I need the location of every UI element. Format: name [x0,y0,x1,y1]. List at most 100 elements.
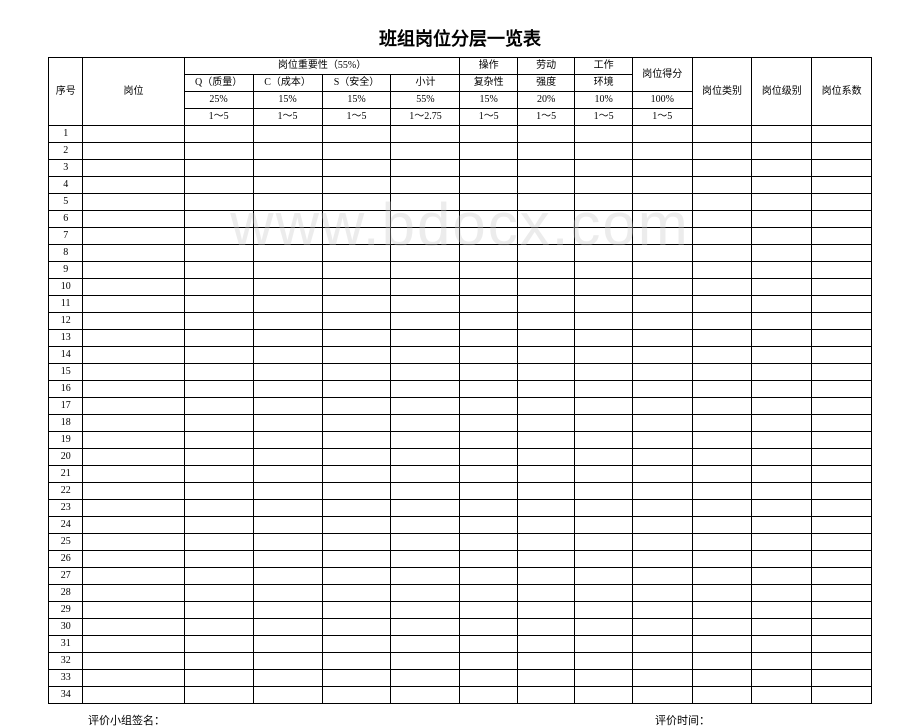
row-seq: 6 [49,211,83,228]
cell [752,211,812,228]
cell [83,330,184,347]
cell [692,347,752,364]
cell [253,126,322,143]
cell [322,381,391,398]
cell [752,313,812,330]
cell [692,228,752,245]
cell [83,619,184,636]
table-row: 30 [49,619,872,636]
cell [391,568,460,585]
cell [632,653,692,670]
header-op-2: 复杂性 [460,75,517,92]
cell [391,143,460,160]
cell [692,670,752,687]
cell [184,483,253,500]
header-pct-c: 15% [253,92,322,109]
cell [460,228,517,245]
cell [391,432,460,449]
cell [575,449,632,466]
cell [391,160,460,177]
table-row: 17 [49,398,872,415]
row-seq: 21 [49,466,83,483]
cell [517,415,574,432]
cell [184,126,253,143]
cell [752,670,812,687]
header-range-env: 1～5 [575,109,632,126]
cell [752,330,812,347]
row-seq: 14 [49,347,83,364]
cell [184,330,253,347]
cell [575,228,632,245]
cell [83,551,184,568]
cell [632,398,692,415]
row-seq: 20 [49,449,83,466]
cell [253,449,322,466]
cell [692,330,752,347]
cell [692,653,752,670]
cell [632,364,692,381]
cell [184,534,253,551]
table-row: 26 [49,551,872,568]
cell [253,466,322,483]
header-op-1: 操作 [460,58,517,75]
cell [517,449,574,466]
cell [517,466,574,483]
cell [812,415,872,432]
cell [184,143,253,160]
row-seq: 30 [49,619,83,636]
header-env-2: 环境 [575,75,632,92]
cell [460,160,517,177]
cell [460,449,517,466]
table-row: 12 [49,313,872,330]
header-pct-lab: 20% [517,92,574,109]
header-q: Q（质量） [184,75,253,92]
cell [391,483,460,500]
cell [517,262,574,279]
cell [322,177,391,194]
cell [460,143,517,160]
cell [184,313,253,330]
header-subtotal: 小计 [391,75,460,92]
header-pct-op: 15% [460,92,517,109]
cell [391,245,460,262]
cell [253,381,322,398]
cell [83,568,184,585]
cell [322,194,391,211]
cell [83,636,184,653]
cell [460,313,517,330]
cell [752,568,812,585]
cell [752,653,812,670]
cell [575,619,632,636]
header-pct-s: 15% [322,92,391,109]
cell [83,432,184,449]
cell [752,398,812,415]
cell [322,687,391,704]
header-range-sub: 1～2.75 [391,109,460,126]
cell [184,177,253,194]
table-row: 33 [49,670,872,687]
cell [575,364,632,381]
cell [632,381,692,398]
cell [692,296,752,313]
cell [253,534,322,551]
cell [253,143,322,160]
cell [692,517,752,534]
cell [692,602,752,619]
cell [692,381,752,398]
cell [322,211,391,228]
row-seq: 19 [49,432,83,449]
cell [83,517,184,534]
cell [517,381,574,398]
cell [812,262,872,279]
cell [322,449,391,466]
cell [632,228,692,245]
header-range-lab: 1～5 [517,109,574,126]
cell [83,381,184,398]
cell [184,602,253,619]
header-env-1: 工作 [575,58,632,75]
cell [517,568,574,585]
cell [575,296,632,313]
table-row: 21 [49,466,872,483]
cell [812,228,872,245]
cell [575,653,632,670]
